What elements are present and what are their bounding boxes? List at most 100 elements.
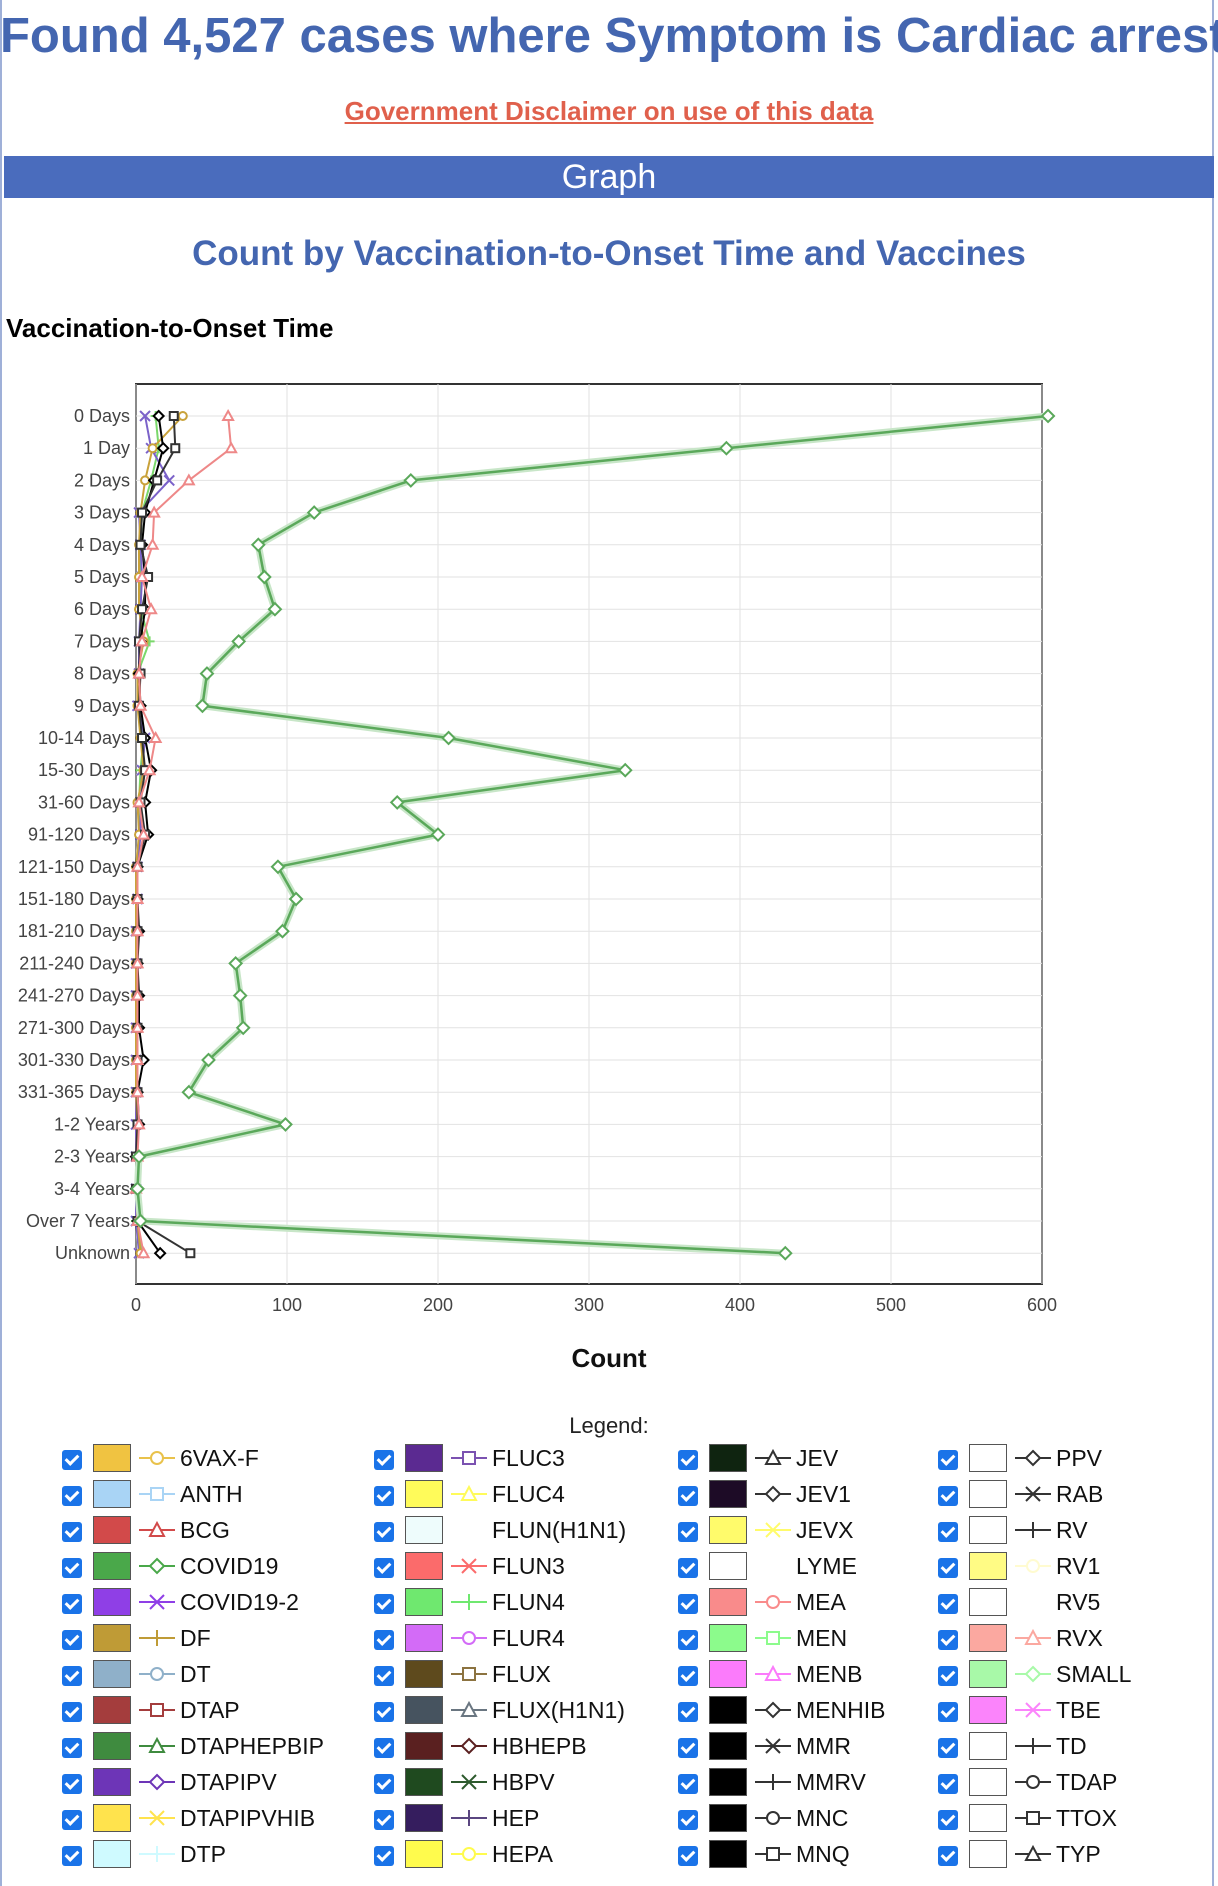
legend-checkbox[interactable] (938, 1810, 958, 1830)
legend-checkbox[interactable] (678, 1846, 698, 1866)
legend-checkbox[interactable] (938, 1702, 958, 1722)
legend-item: MEA (678, 1588, 978, 1624)
legend-checkbox[interactable] (62, 1630, 82, 1650)
legend-item: RAB (938, 1480, 1218, 1516)
legend-checkbox[interactable] (938, 1630, 958, 1650)
legend-label: LYME (796, 1553, 857, 1579)
legend-swatch (709, 1552, 747, 1580)
legend-marker-icon (755, 1446, 791, 1470)
legend-checkbox[interactable] (62, 1486, 82, 1506)
legend-checkbox[interactable] (678, 1738, 698, 1758)
legend-swatch (405, 1624, 443, 1652)
legend-item: FLUX(H1N1) (374, 1696, 674, 1732)
legend-checkbox[interactable] (62, 1774, 82, 1794)
legend-marker-icon (451, 1554, 487, 1578)
data-point (145, 537, 160, 550)
legend-label: MNQ (796, 1841, 850, 1867)
legend-checkbox[interactable] (374, 1630, 394, 1650)
y-tick-label: Unknown (55, 1243, 130, 1263)
y-tick-label: 211-240 Days (19, 953, 130, 973)
legend-label: HEPA (492, 1841, 553, 1867)
legend-checkbox[interactable] (374, 1846, 394, 1866)
data-point (147, 443, 158, 454)
legend-checkbox[interactable] (938, 1486, 958, 1506)
legend-item: FLUN(H1N1) (374, 1516, 674, 1552)
legend-checkbox[interactable] (374, 1522, 394, 1542)
legend-item: PPV (938, 1444, 1218, 1480)
legend-checkbox[interactable] (678, 1558, 698, 1578)
legend-checkbox[interactable] (62, 1594, 82, 1614)
legend-checkbox[interactable] (938, 1594, 958, 1614)
legend-checkbox[interactable] (938, 1666, 958, 1686)
legend-swatch (709, 1768, 747, 1796)
disclaimer-link[interactable]: Government Disclaimer on use of this dat… (344, 96, 874, 126)
legend-checkbox[interactable] (374, 1486, 394, 1506)
y-tick-label: 2-3 Years (54, 1147, 130, 1167)
data-point (133, 1213, 148, 1229)
legend-checkbox[interactable] (62, 1846, 82, 1866)
legend-checkbox[interactable] (678, 1702, 698, 1722)
legend-marker-icon (755, 1554, 791, 1578)
legend-checkbox[interactable] (374, 1810, 394, 1830)
legend-marker-icon (1015, 1842, 1051, 1866)
legend-marker-icon (139, 1590, 175, 1614)
legend-swatch (969, 1696, 1007, 1724)
y-tick-label: 271-300 Days (18, 1018, 130, 1038)
legend-checkbox[interactable] (374, 1450, 394, 1470)
legend-checkbox[interactable] (678, 1666, 698, 1686)
legend-label: DF (180, 1625, 211, 1651)
legend-checkbox[interactable] (938, 1450, 958, 1470)
legend-checkbox[interactable] (374, 1594, 394, 1614)
legend-label: COVID19 (180, 1553, 279, 1579)
data-point (148, 730, 163, 743)
y-tick-label: 8 Days (74, 664, 130, 684)
legend-checkbox[interactable] (62, 1702, 82, 1722)
legend-checkbox[interactable] (678, 1810, 698, 1830)
legend-checkbox[interactable] (938, 1558, 958, 1578)
legend-marker-icon (755, 1698, 791, 1722)
legend-checkbox[interactable] (678, 1774, 698, 1794)
legend-checkbox[interactable] (678, 1594, 698, 1614)
legend-checkbox[interactable] (62, 1450, 82, 1470)
legend-label: MENHIB (796, 1697, 886, 1723)
legend-label: PPV (1056, 1445, 1103, 1471)
legend-label: FLUR4 (492, 1625, 565, 1651)
data-point (288, 891, 304, 907)
legend-checkbox[interactable] (938, 1774, 958, 1794)
legend-marker-icon (755, 1590, 791, 1614)
legend-checkbox[interactable] (62, 1810, 82, 1830)
legend-checkbox[interactable] (938, 1738, 958, 1758)
legend-checkbox[interactable] (62, 1522, 82, 1542)
legend-marker-icon (139, 1518, 175, 1542)
legend-label: 6VAX-F (180, 1445, 259, 1471)
legend-marker-icon (451, 1626, 487, 1650)
legend-checkbox[interactable] (62, 1558, 82, 1578)
data-point (235, 1020, 251, 1036)
legend-checkbox[interactable] (678, 1486, 698, 1506)
legend-checkbox[interactable] (374, 1738, 394, 1758)
data-point (130, 1020, 145, 1033)
legend-marker-icon (1015, 1446, 1051, 1470)
legend-marker-icon (139, 1662, 175, 1686)
legend-checkbox[interactable] (374, 1774, 394, 1794)
legend-checkbox[interactable] (678, 1630, 698, 1650)
y-tick-label: 3-4 Years (54, 1179, 130, 1199)
legend-checkbox[interactable] (938, 1522, 958, 1542)
data-point (135, 569, 149, 582)
legend-checkbox[interactable] (678, 1522, 698, 1542)
legend-checkbox[interactable] (62, 1666, 82, 1686)
legend-swatch (93, 1804, 131, 1832)
legend-checkbox[interactable] (374, 1702, 394, 1722)
legend-label: TTOX (1056, 1805, 1117, 1831)
legend-label: FLUC3 (492, 1445, 565, 1471)
legend-checkbox[interactable] (678, 1450, 698, 1470)
legend-item: RV (938, 1516, 1218, 1552)
legend-checkbox[interactable] (62, 1738, 82, 1758)
legend-checkbox[interactable] (374, 1558, 394, 1578)
legend-checkbox[interactable] (938, 1846, 958, 1866)
legend-item: 6VAX-F (62, 1444, 362, 1480)
y-tick-label: 241-270 Days (18, 986, 130, 1006)
data-point (137, 507, 148, 518)
data-point (232, 988, 248, 1004)
legend-checkbox[interactable] (374, 1666, 394, 1686)
